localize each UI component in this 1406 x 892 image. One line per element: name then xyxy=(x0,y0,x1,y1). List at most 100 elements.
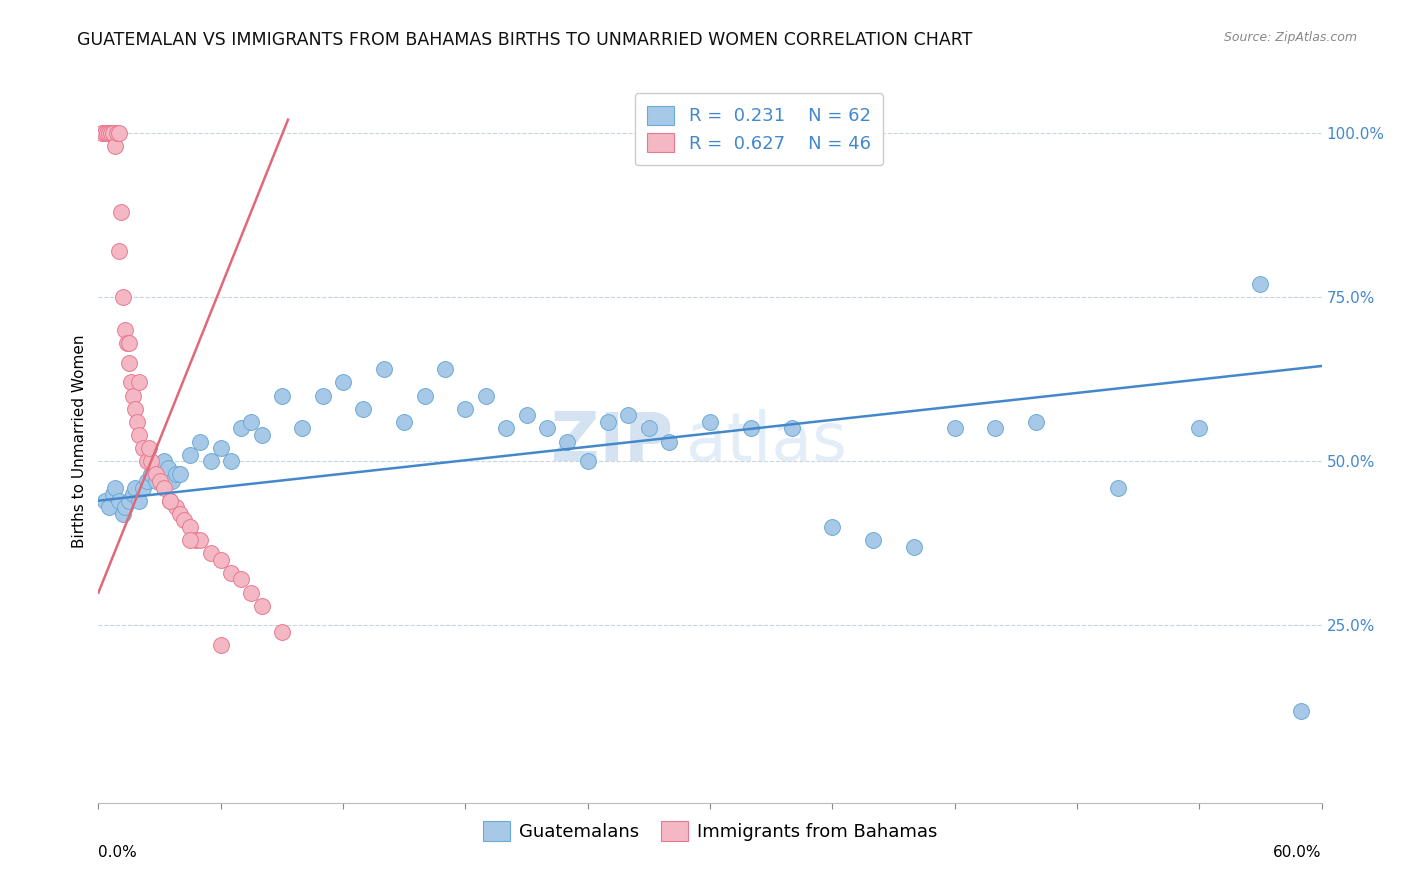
Point xyxy=(250,599,273,613)
Point xyxy=(984,421,1007,435)
Point xyxy=(111,507,134,521)
Point xyxy=(240,415,263,429)
Point xyxy=(122,388,145,402)
Point xyxy=(132,441,155,455)
Text: atlas: atlas xyxy=(686,409,846,475)
Point xyxy=(903,540,925,554)
Point xyxy=(188,533,212,547)
Point xyxy=(291,421,314,435)
Point xyxy=(250,428,273,442)
Point xyxy=(104,139,127,153)
Point xyxy=(219,566,242,580)
Point xyxy=(127,415,149,429)
Point xyxy=(128,493,150,508)
Point xyxy=(132,481,155,495)
Point xyxy=(270,388,294,402)
Point xyxy=(96,126,118,140)
Point xyxy=(104,481,127,495)
Point xyxy=(128,428,150,442)
Point xyxy=(943,421,966,435)
Point xyxy=(240,585,263,599)
Point xyxy=(862,533,884,547)
Point xyxy=(780,421,803,435)
Text: ZIP: ZIP xyxy=(551,409,673,475)
Point xyxy=(740,421,762,435)
Point xyxy=(495,421,517,435)
Point xyxy=(617,409,640,423)
Point xyxy=(160,474,183,488)
Point xyxy=(122,487,145,501)
Point xyxy=(91,126,114,140)
Point xyxy=(312,388,335,402)
Point xyxy=(179,448,201,462)
Point xyxy=(231,421,253,435)
Point xyxy=(100,126,122,140)
Point xyxy=(93,493,115,508)
Point xyxy=(658,434,681,449)
Point xyxy=(1249,277,1271,291)
Point xyxy=(1107,481,1129,495)
Point xyxy=(200,454,222,468)
Text: 0.0%: 0.0% xyxy=(98,846,138,861)
Point xyxy=(413,388,436,402)
Text: Source: ZipAtlas.com: Source: ZipAtlas.com xyxy=(1223,31,1357,45)
Point xyxy=(114,500,136,515)
Point xyxy=(138,441,160,455)
Point xyxy=(231,573,253,587)
Point xyxy=(108,126,131,140)
Point xyxy=(821,520,844,534)
Point xyxy=(165,467,187,482)
Point xyxy=(598,415,620,429)
Point xyxy=(97,126,120,140)
Point xyxy=(169,507,191,521)
Point xyxy=(159,493,181,508)
Point xyxy=(637,421,661,435)
Point xyxy=(516,409,538,423)
Point xyxy=(115,336,138,351)
Point xyxy=(120,376,142,390)
Point xyxy=(270,625,294,640)
Point xyxy=(434,362,457,376)
Point xyxy=(1025,415,1047,429)
Point xyxy=(108,244,131,258)
Point xyxy=(474,388,498,402)
Point xyxy=(1188,421,1211,435)
Point xyxy=(141,454,163,468)
Point xyxy=(93,126,115,140)
Point xyxy=(124,401,146,416)
Point xyxy=(124,481,146,495)
Point xyxy=(219,454,242,468)
Point xyxy=(145,474,167,488)
Point xyxy=(332,376,354,390)
Point xyxy=(108,493,131,508)
Point xyxy=(536,421,558,435)
Point xyxy=(352,401,374,416)
Point xyxy=(699,415,721,429)
Point xyxy=(118,356,141,370)
Point xyxy=(118,493,141,508)
Point xyxy=(188,434,212,449)
Text: 60.0%: 60.0% xyxy=(1274,846,1322,861)
Point xyxy=(145,467,167,482)
Point xyxy=(169,467,191,482)
Point xyxy=(555,434,579,449)
Point xyxy=(141,467,163,482)
Point xyxy=(152,481,174,495)
Point xyxy=(159,493,181,508)
Legend: Guatemalans, Immigrants from Bahamas: Guatemalans, Immigrants from Bahamas xyxy=(475,814,945,848)
Point xyxy=(110,204,132,219)
Point xyxy=(179,520,201,534)
Point xyxy=(576,454,599,468)
Point xyxy=(454,401,477,416)
Point xyxy=(392,415,416,429)
Point xyxy=(156,460,179,475)
Point xyxy=(114,323,136,337)
Point xyxy=(128,376,150,390)
Y-axis label: Births to Unmarried Women: Births to Unmarried Women xyxy=(72,334,87,549)
Point xyxy=(111,290,134,304)
Point xyxy=(97,500,120,515)
Point xyxy=(101,126,124,140)
Point xyxy=(209,553,232,567)
Point xyxy=(373,362,395,376)
Point xyxy=(209,441,232,455)
